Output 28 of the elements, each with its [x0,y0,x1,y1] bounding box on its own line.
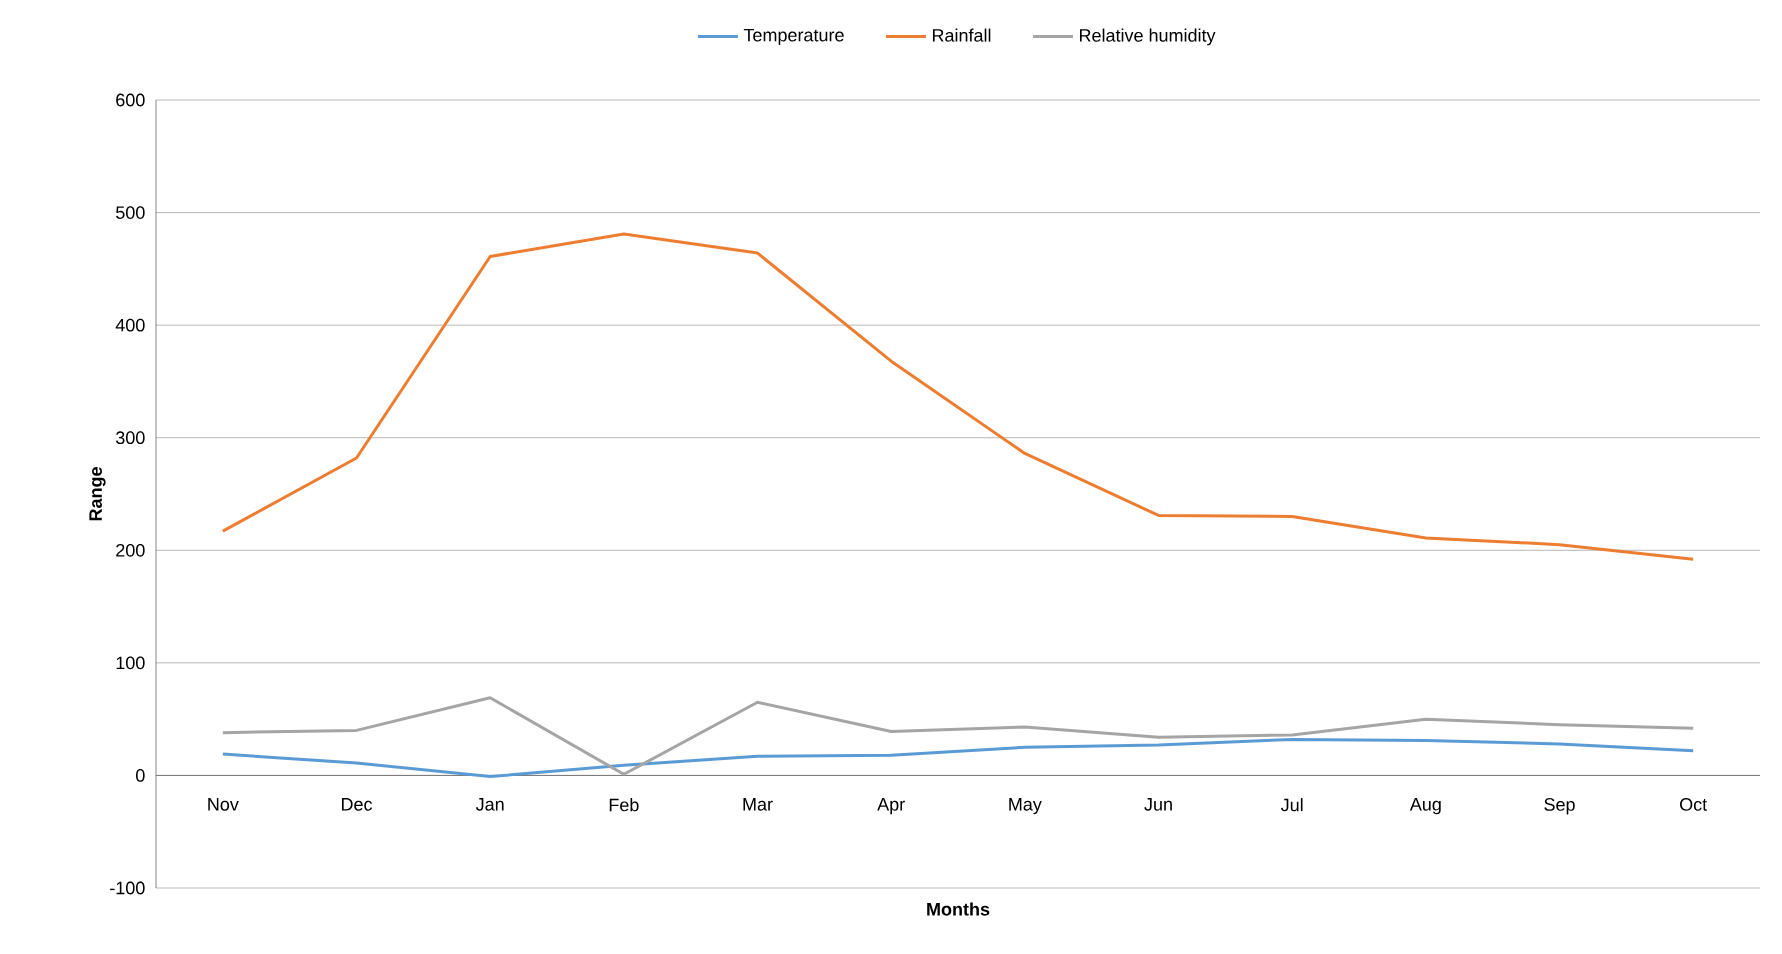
legend-label: Temperature [743,28,844,46]
legend-label: Rainfall [932,28,991,42]
x-tick-label: Dec [341,798,373,811]
y-tick-label: 600 [116,93,145,107]
x-tick-label: Jul [1280,798,1303,812]
x-tick-label: Jan [475,798,504,811]
x-tick-label: Mar [743,798,773,811]
x-tick-label: Nov [208,798,239,811]
line-series [221,232,1695,561]
line-series [221,737,1695,779]
y-tick-label: 400 [115,318,145,332]
x-tick-label: Apr [877,798,905,815]
line-series [221,696,1695,776]
x-tick-label: Sep [1544,798,1575,815]
x-axis-title: Months [927,902,990,916]
y-tick-label: 300 [116,431,145,445]
x-tick-label: May [1009,798,1042,815]
x-tick-label: Oct [1680,798,1708,811]
y-axis-title: Range [89,467,106,521]
x-tick-label: Aug [1409,798,1441,815]
x-tick-label: Jun [1144,798,1172,811]
y-tick-label: -100 [110,881,145,895]
y-tick-label: 500 [116,206,145,219]
legend-label: Relative humidity [1079,28,1216,46]
y-tick-label: 0 [136,769,145,782]
y-tick-label: 200 [116,543,145,557]
x-tick-label: Feb [609,798,639,812]
y-tick-label: 100 [116,656,145,670]
